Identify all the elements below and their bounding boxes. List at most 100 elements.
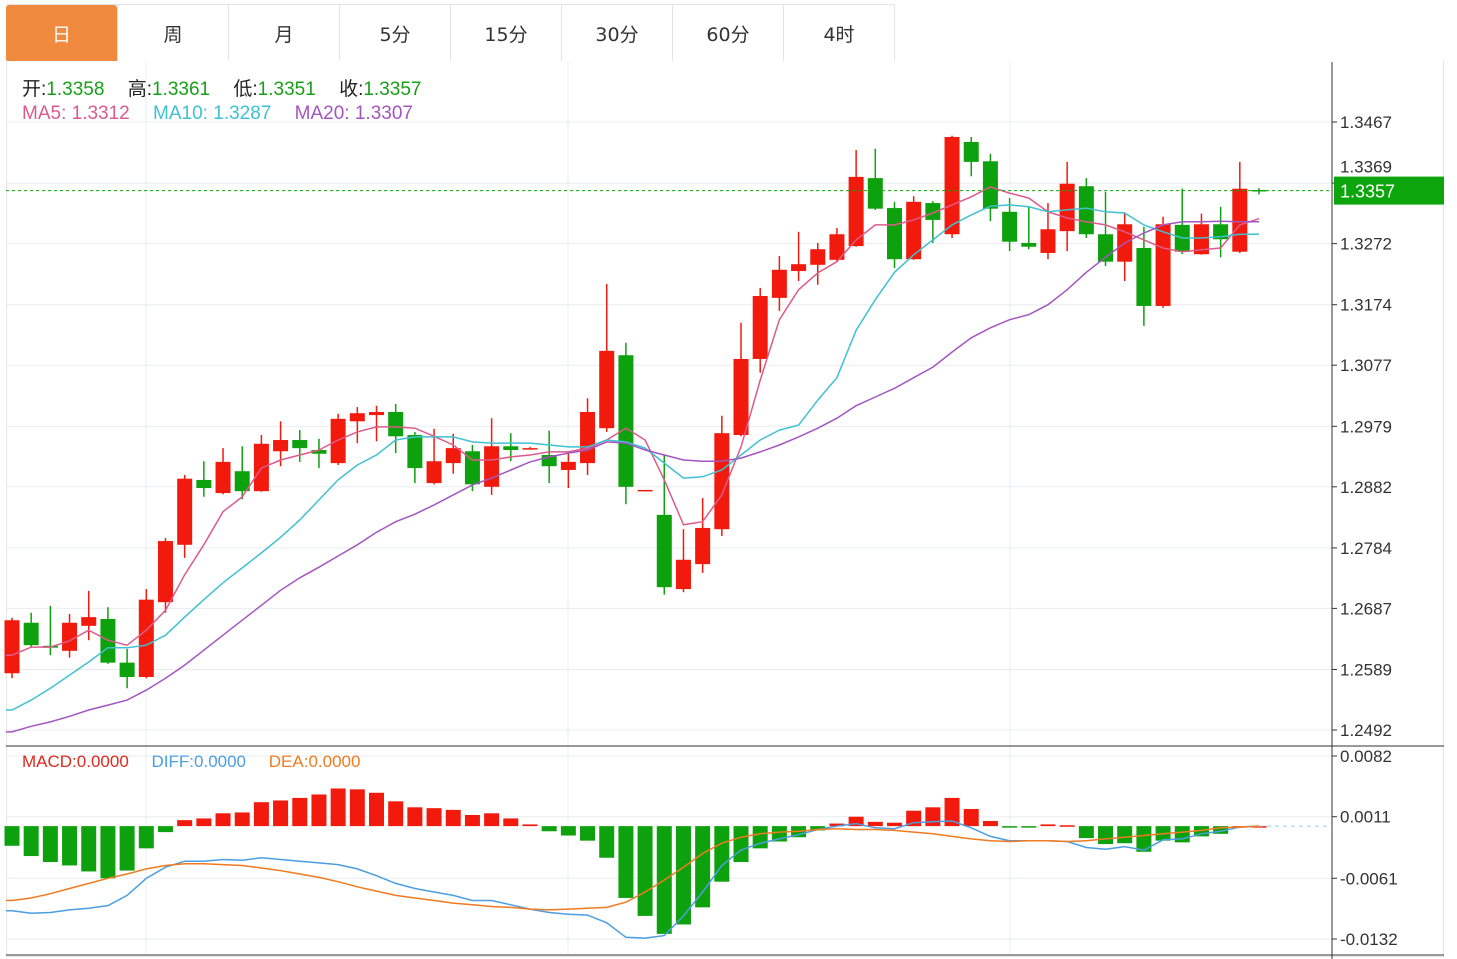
candle-body bbox=[963, 141, 979, 162]
macd-bar bbox=[349, 789, 365, 827]
candle bbox=[944, 135, 960, 238]
high-label: 高: bbox=[127, 79, 152, 100]
candle-body bbox=[886, 208, 902, 260]
macd-bar bbox=[81, 826, 97, 872]
tab-5min[interactable]: 5分 bbox=[339, 5, 450, 61]
candle bbox=[675, 529, 691, 593]
candle-body bbox=[618, 355, 634, 487]
macd-bar bbox=[733, 826, 749, 863]
candle bbox=[752, 287, 768, 373]
candle-body bbox=[637, 489, 653, 492]
macd-bar bbox=[560, 826, 576, 836]
tab-60min[interactable]: 60分 bbox=[672, 5, 783, 61]
macd-y-tick-label: 0.0082 bbox=[1340, 747, 1392, 766]
candle bbox=[906, 196, 922, 260]
candle bbox=[23, 612, 39, 648]
ma20-value: 1.3307 bbox=[354, 103, 413, 124]
ma5-value: 1.3312 bbox=[71, 103, 130, 124]
y-tick-label: 1.2882 bbox=[1340, 478, 1392, 497]
macd-bar bbox=[848, 816, 864, 827]
open-value: 1.3358 bbox=[46, 79, 105, 100]
tab-day[interactable]: 日 bbox=[6, 5, 117, 61]
candle bbox=[1098, 191, 1114, 267]
tab-30min[interactable]: 30分 bbox=[561, 5, 672, 61]
candle-body bbox=[752, 295, 768, 359]
candle bbox=[388, 403, 404, 454]
candle-body bbox=[848, 176, 864, 247]
macd-y-tick-label: 0.0011 bbox=[1340, 808, 1391, 827]
candle-body bbox=[330, 418, 346, 464]
candle bbox=[637, 489, 653, 492]
tab-month[interactable]: 月 bbox=[228, 5, 339, 61]
macd-bar bbox=[695, 826, 711, 908]
candle bbox=[1136, 226, 1152, 326]
diff-label: DIFF: bbox=[151, 752, 195, 771]
tab-4hour[interactable]: 4时 bbox=[783, 5, 894, 61]
macd-bar bbox=[522, 824, 538, 827]
candle bbox=[100, 607, 116, 664]
candle-body bbox=[349, 413, 365, 422]
macd-bar bbox=[1040, 824, 1056, 827]
candle-body bbox=[1040, 229, 1056, 253]
macd-bar bbox=[330, 788, 346, 827]
y-tick-label: 1.3077 bbox=[1340, 356, 1392, 375]
candle-body bbox=[177, 478, 193, 545]
candle-body bbox=[234, 471, 250, 492]
macd-bar bbox=[982, 820, 998, 827]
y-tick-label: 1.2492 bbox=[1340, 721, 1392, 740]
candle bbox=[1059, 161, 1075, 252]
y-tick-label: 1.3467 bbox=[1340, 113, 1392, 132]
chart-frame bbox=[6, 60, 1444, 957]
candle bbox=[848, 150, 864, 247]
candle-body bbox=[369, 411, 385, 416]
macd-bar bbox=[215, 813, 231, 827]
candle-body bbox=[1232, 188, 1248, 252]
candle bbox=[445, 433, 461, 474]
macd-bar bbox=[637, 826, 653, 916]
macd-bar bbox=[119, 826, 135, 871]
candle-body bbox=[829, 234, 845, 260]
candle-body bbox=[1136, 247, 1152, 306]
macd-bar bbox=[292, 797, 308, 827]
tab-15min[interactable]: 15分 bbox=[450, 5, 561, 61]
candle bbox=[292, 430, 308, 462]
macd-bar bbox=[599, 826, 615, 858]
candle bbox=[81, 590, 97, 641]
candle bbox=[138, 589, 154, 679]
candle bbox=[1251, 188, 1267, 195]
candle bbox=[771, 256, 787, 311]
candle-body bbox=[925, 203, 941, 220]
candle-body bbox=[1251, 189, 1267, 192]
candle-body bbox=[1002, 211, 1018, 242]
candle-body bbox=[810, 249, 826, 265]
candle bbox=[580, 398, 596, 475]
candle-body bbox=[560, 461, 576, 470]
macd-bar bbox=[1251, 826, 1267, 828]
macd-bar bbox=[675, 826, 691, 925]
candle-body bbox=[580, 411, 596, 464]
high-value: 1.3361 bbox=[151, 79, 211, 100]
tab-week[interactable]: 周 bbox=[117, 5, 228, 61]
macd-bar bbox=[580, 826, 596, 841]
macd-bar bbox=[1078, 826, 1094, 839]
candle-body bbox=[791, 264, 807, 272]
candle bbox=[925, 201, 941, 243]
macd-bar bbox=[886, 822, 902, 827]
candle bbox=[522, 446, 538, 450]
candle-body bbox=[407, 435, 423, 469]
period-tabs: 日 周 月 5分 15分 30分 60分 4时 bbox=[6, 4, 895, 61]
macd-label: MACD: bbox=[22, 752, 77, 771]
macd-bar bbox=[445, 809, 461, 827]
candle bbox=[1021, 206, 1037, 250]
ma-line-ma10 bbox=[6, 204, 1259, 711]
y-tick-label: 1.3272 bbox=[1340, 235, 1392, 254]
candle-body bbox=[1059, 183, 1075, 232]
candle-body bbox=[215, 461, 231, 494]
macd-bar bbox=[100, 826, 116, 879]
macd-bar bbox=[4, 826, 20, 846]
candle-body bbox=[714, 433, 730, 530]
candle bbox=[196, 461, 212, 497]
candle bbox=[733, 322, 749, 437]
candle bbox=[963, 136, 979, 177]
